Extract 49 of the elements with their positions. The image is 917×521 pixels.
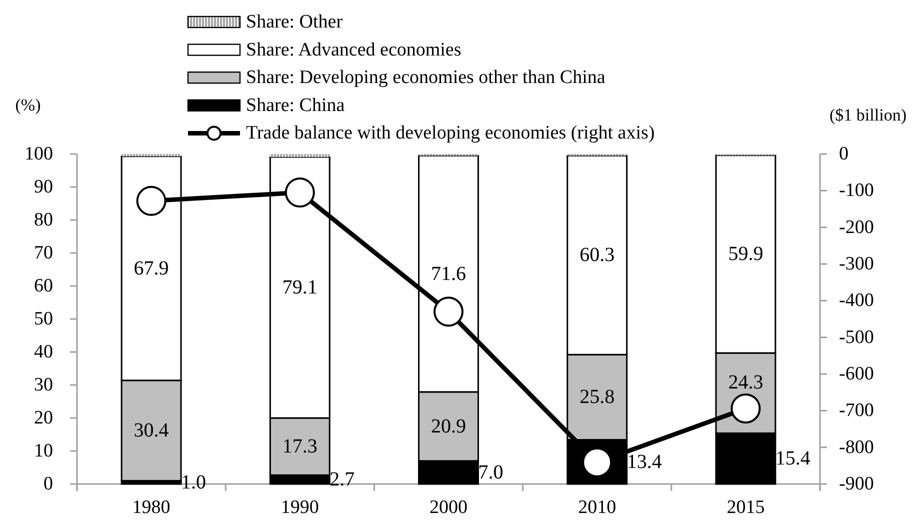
y-tick-label: 70 — [34, 242, 53, 264]
data-label: 13.4 — [626, 450, 662, 473]
y-tick-label: 100 — [24, 144, 53, 164]
y-tick-label: 90 — [34, 176, 53, 198]
x-tick-label: 2000 — [430, 497, 468, 518]
legend-label: Share: China — [246, 94, 346, 116]
y2-tick-label: -800 — [839, 436, 874, 458]
y2-tick-label: -400 — [839, 290, 874, 312]
data-label: 1.0 — [181, 471, 206, 494]
data-label: 2.7 — [330, 468, 355, 491]
y-tick-label: 60 — [34, 276, 53, 296]
data-label: 15.4 — [775, 448, 810, 470]
data-label: 59.9 — [728, 243, 764, 266]
legend-label: Share: Other — [246, 12, 344, 32]
y2-tick-label: -100 — [839, 180, 874, 202]
y2-tick-label: -200 — [839, 216, 874, 238]
data-label: 30.4 — [134, 420, 169, 442]
y2-tick-label: -300 — [839, 254, 874, 274]
y-tick-label: 20 — [34, 408, 53, 428]
data-label: 60.3 — [580, 244, 615, 266]
y-tick-label: 50 — [34, 308, 53, 330]
y2-tick-label: -900 — [839, 474, 874, 494]
y-tick-label: 30 — [34, 374, 53, 396]
x-tick-label: 1980 — [132, 497, 170, 518]
data-label: 20.9 — [431, 415, 466, 438]
y-tick-label: 10 — [34, 440, 53, 462]
y2-tick-label: -600 — [839, 364, 874, 384]
legend-label: Share: Developing economies other than China — [246, 67, 606, 88]
y-tick-label: 0 — [44, 474, 53, 494]
y2-tick-label: -700 — [839, 400, 874, 422]
data-label: 24.3 — [728, 371, 764, 394]
data-label: 25.8 — [580, 386, 615, 408]
y-axis-title: (%) — [15, 96, 41, 114]
bar — [270, 154, 330, 157]
data-label: 79.1 — [282, 276, 318, 298]
x-tick-label: 1990 — [280, 497, 319, 518]
data-label: 17.3 — [282, 436, 318, 458]
data-label: 67.9 — [134, 257, 169, 280]
x-tick-label: 2015 — [726, 497, 765, 518]
legend-label: Trade balance with developing economies (right axis) — [246, 122, 655, 144]
y2-tick-label: -500 — [839, 326, 874, 348]
data-label: 71.6 — [431, 262, 466, 285]
y-tick-label: 80 — [34, 210, 53, 230]
legend-label: Share: Advanced economies — [246, 39, 462, 60]
data-label: 7.0 — [478, 461, 504, 484]
x-tick-label: 2010 — [578, 497, 616, 518]
y2-tick-label: 0 — [839, 144, 848, 164]
y-tick-label: 40 — [34, 342, 53, 362]
y2-axis-title: ($1 billion) — [830, 106, 906, 124]
